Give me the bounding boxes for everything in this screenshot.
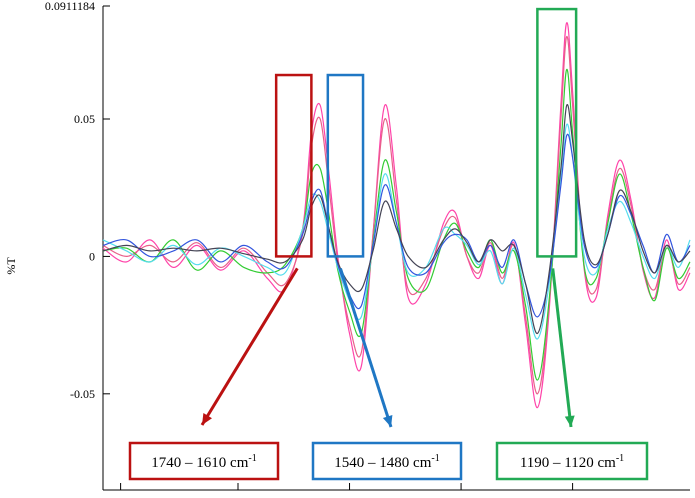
series-line: [102, 123, 691, 340]
callout-arrow-shaft: [200, 267, 299, 426]
callout-arrow-head: [202, 413, 212, 425]
callout-arrow-head: [382, 415, 393, 427]
y-tick-label: -0.05: [70, 387, 95, 401]
y-ticks: 0.0911184 0.05 0 -0.05: [45, 0, 110, 401]
y-tick-label: 0.05: [74, 112, 95, 126]
series-line: [102, 103, 691, 335]
y-axis-label: %T: [4, 257, 18, 275]
callout-arrow-head: [564, 415, 575, 427]
series-layer: [102, 22, 691, 409]
series-line: [102, 35, 691, 395]
y-axis: 0.0911184 0.05 0 -0.05: [45, 0, 110, 490]
region-box: [536, 7, 578, 258]
region-box: [326, 73, 365, 258]
region-label: 1190 – 1120 cm-1: [520, 453, 624, 471]
region-label-box: [128, 441, 280, 481]
x-axis: [103, 483, 690, 491]
series-line: [102, 133, 691, 318]
x-ticks: [120, 483, 574, 490]
region-label: 1740 – 1610 cm-1: [151, 453, 256, 471]
y-tick-label: 0.0911184: [45, 0, 95, 13]
annotation-layer: 1740 – 1610 cm-1 1540 – 1480 cm-1 1190 – 1…: [128, 7, 649, 481]
region-box: [274, 73, 313, 258]
region-label: 1540 – 1480 cm-1: [334, 453, 439, 471]
callout-arrow-shaft: [339, 267, 393, 428]
region-label-box: [495, 441, 649, 481]
y-tick-label: 0: [89, 249, 95, 263]
callout-arrow-shaft: [551, 268, 573, 428]
region-label-box: [311, 441, 463, 481]
